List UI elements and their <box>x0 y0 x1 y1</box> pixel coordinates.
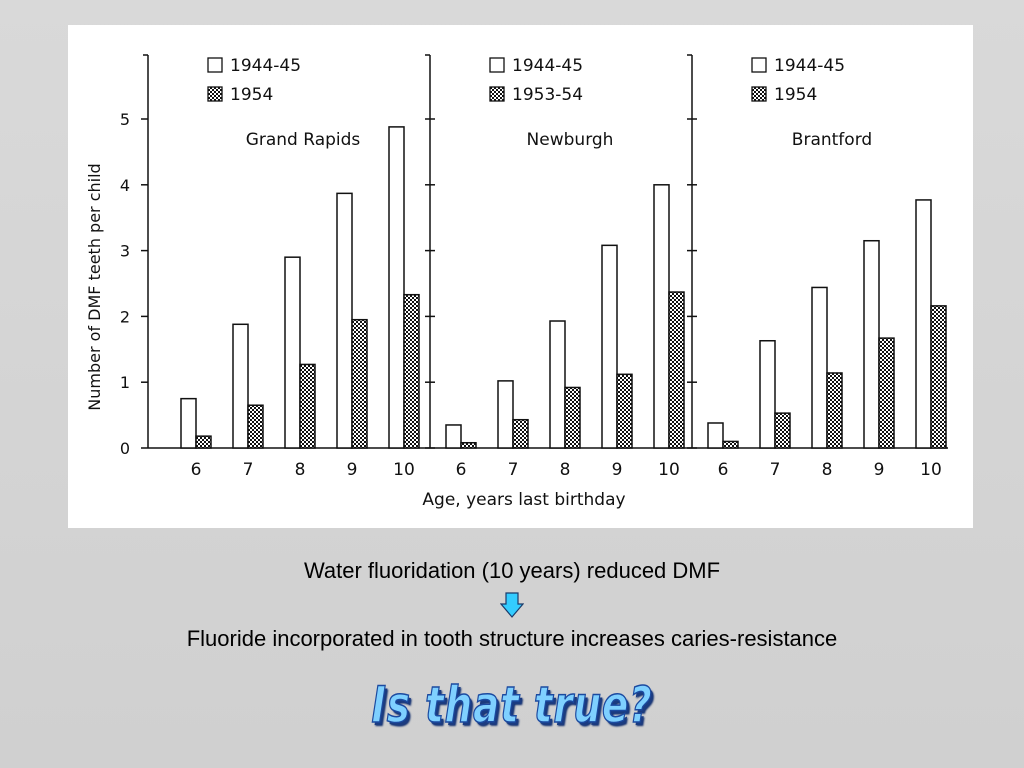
legend-entry: 1944-45 <box>512 56 583 76</box>
x-tick-label: 7 <box>770 460 781 480</box>
bar-1953-54 <box>668 291 685 449</box>
x-tick-label: 7 <box>243 460 254 480</box>
chart-panel: Number of DMF teeth per child Age, years… <box>68 25 973 528</box>
legend-entry: 1954 <box>774 85 817 105</box>
x-tick-label: 8 <box>822 460 833 480</box>
bar-1954 <box>299 363 316 449</box>
bar-1953-54 <box>512 418 529 449</box>
x-tick-label: 6 <box>718 460 729 480</box>
bar-1954 <box>826 372 843 449</box>
bar-1954 <box>403 293 420 449</box>
bar-1944-45 <box>601 244 618 449</box>
x-tick-label: 10 <box>393 460 415 480</box>
bar-1944-45 <box>497 380 514 449</box>
question-heading: Is that true? <box>371 675 653 735</box>
x-tick-label: 9 <box>612 460 623 480</box>
bar-1944-45 <box>180 397 197 449</box>
x-tick-label: 10 <box>920 460 942 480</box>
x-tick-label: 7 <box>508 460 519 480</box>
legend-swatch <box>489 86 505 102</box>
bar-1944-45 <box>915 199 932 449</box>
y-tick-label: 3 <box>120 242 130 261</box>
plot-area: 0 1 2 3 4 5 1944-45 1954 Grand Rapids 6 7 8 9 10 1944-… <box>120 54 948 480</box>
legend-entry: 1944-45 <box>774 56 845 76</box>
y-axis-label: Number of DMF teeth per child <box>85 163 104 410</box>
bar-1953-54 <box>460 441 477 449</box>
x-tick-label: 9 <box>347 460 358 480</box>
x-tick-label: 9 <box>874 460 885 480</box>
bar-1954 <box>774 412 791 449</box>
legend-entry: 1953-54 <box>512 85 583 105</box>
y-tick-label: 1 <box>120 373 130 392</box>
bar-1953-54 <box>564 386 581 449</box>
caption-fluoridation: Water fluoridation (10 years) reduced DM… <box>303 558 721 583</box>
legend-entry: 1954 <box>230 85 273 105</box>
bar-1944-45 <box>388 126 405 449</box>
bar-1954 <box>247 404 264 449</box>
x-tick-label: 6 <box>456 460 467 480</box>
y-tick-label: 4 <box>120 176 130 195</box>
legend-entry: 1944-45 <box>230 56 301 76</box>
legend-swatch <box>207 86 223 102</box>
x-tick-label: 6 <box>191 460 202 480</box>
bar-1954 <box>722 440 739 449</box>
legend-swatch <box>751 86 767 102</box>
legend-swatch <box>751 57 767 73</box>
down-arrow-icon <box>500 592 524 618</box>
y-tick-label: 2 <box>120 307 130 326</box>
bar-1954 <box>878 337 895 449</box>
panel-title: Brantford <box>792 130 872 150</box>
x-tick-label: 8 <box>560 460 571 480</box>
x-axis-label: Age, years last birthday <box>422 490 625 510</box>
bar-1944-45 <box>653 184 670 449</box>
legend-swatch <box>207 57 223 73</box>
legend-swatch <box>489 57 505 73</box>
x-tick-label: 10 <box>658 460 680 480</box>
bar-1944-45 <box>284 256 301 449</box>
bar-1944-45 <box>863 239 880 449</box>
bar-1954 <box>351 318 368 449</box>
y-tick-label: 0 <box>120 439 130 458</box>
bar-1944-45 <box>759 339 776 449</box>
bar-1944-45 <box>707 422 724 449</box>
y-tick-label: 5 <box>120 110 130 129</box>
bar-1944-45 <box>549 320 566 449</box>
x-tick-label: 8 <box>295 460 306 480</box>
panel-title: Newburgh <box>527 130 614 150</box>
bar-1944-45 <box>445 424 462 449</box>
bar-1954 <box>195 435 212 449</box>
bar-1944-45 <box>811 286 828 449</box>
caption-caries-resistance: Fluoride incorporated in tooth structure… <box>186 626 838 651</box>
bar-1944-45 <box>336 192 353 449</box>
bar-1953-54 <box>616 373 633 449</box>
bar-1944-45 <box>232 323 249 449</box>
bar-1954 <box>930 305 947 449</box>
panel-title: Grand Rapids <box>246 130 361 150</box>
dmf-bar-chart: Number of DMF teeth per child Age, years… <box>85 54 948 510</box>
